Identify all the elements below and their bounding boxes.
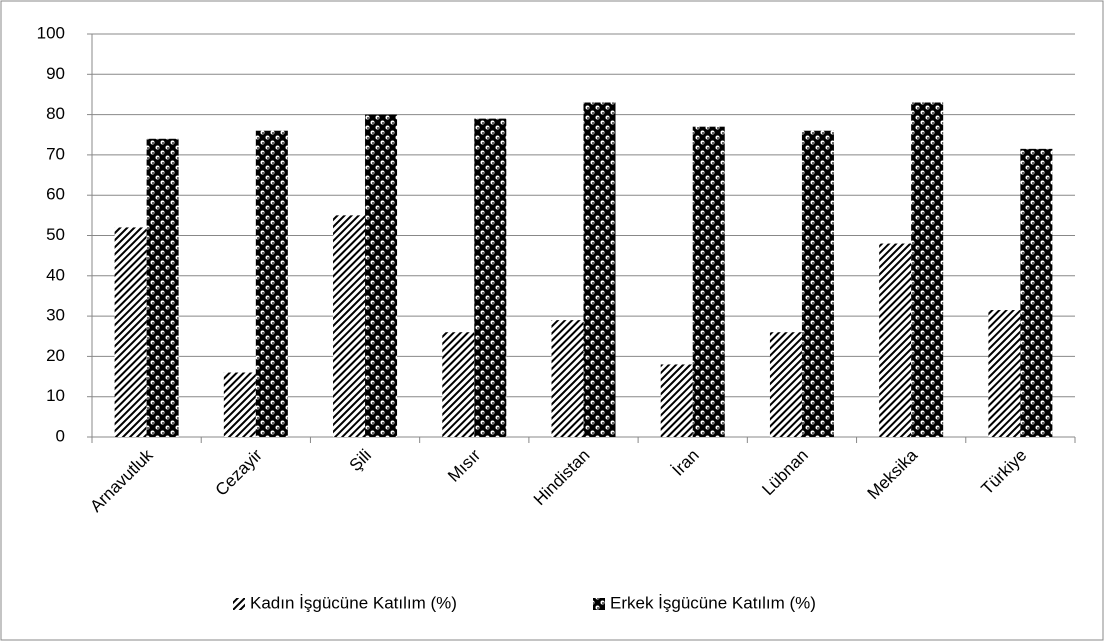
y-tick-label: 40 — [46, 265, 65, 284]
legend-swatch — [593, 598, 605, 610]
bar — [988, 310, 1021, 437]
y-tick-label: 10 — [46, 386, 65, 405]
bar — [365, 114, 398, 437]
y-tick-label: 20 — [46, 346, 65, 365]
bar — [146, 138, 179, 437]
bar — [333, 215, 366, 437]
bar — [879, 243, 912, 437]
y-tick-label: 30 — [46, 306, 65, 325]
bar — [551, 320, 584, 437]
bar — [223, 372, 256, 437]
y-tick-label: 80 — [46, 104, 65, 123]
y-tick-label: 60 — [46, 185, 65, 204]
y-tick-label: 0 — [56, 426, 65, 445]
bar — [474, 118, 507, 437]
bar — [660, 364, 693, 437]
legend-swatch — [233, 598, 245, 610]
bar — [114, 227, 147, 437]
bar — [692, 126, 725, 437]
bar — [583, 102, 616, 437]
legend-label: Kadın İşgücüne Katılım (%) — [250, 593, 457, 612]
y-tick-label: 70 — [46, 144, 65, 163]
bar — [255, 130, 288, 437]
legend-label: Erkek İşgücüne Katılım (%) — [610, 593, 816, 612]
y-tick-label: 90 — [46, 64, 65, 83]
y-tick-label: 50 — [46, 225, 65, 244]
bar — [1020, 148, 1053, 438]
bar — [442, 332, 475, 437]
bar — [911, 102, 944, 437]
bar — [769, 332, 802, 437]
y-tick-label: 100 — [37, 23, 65, 42]
bar — [801, 130, 834, 437]
